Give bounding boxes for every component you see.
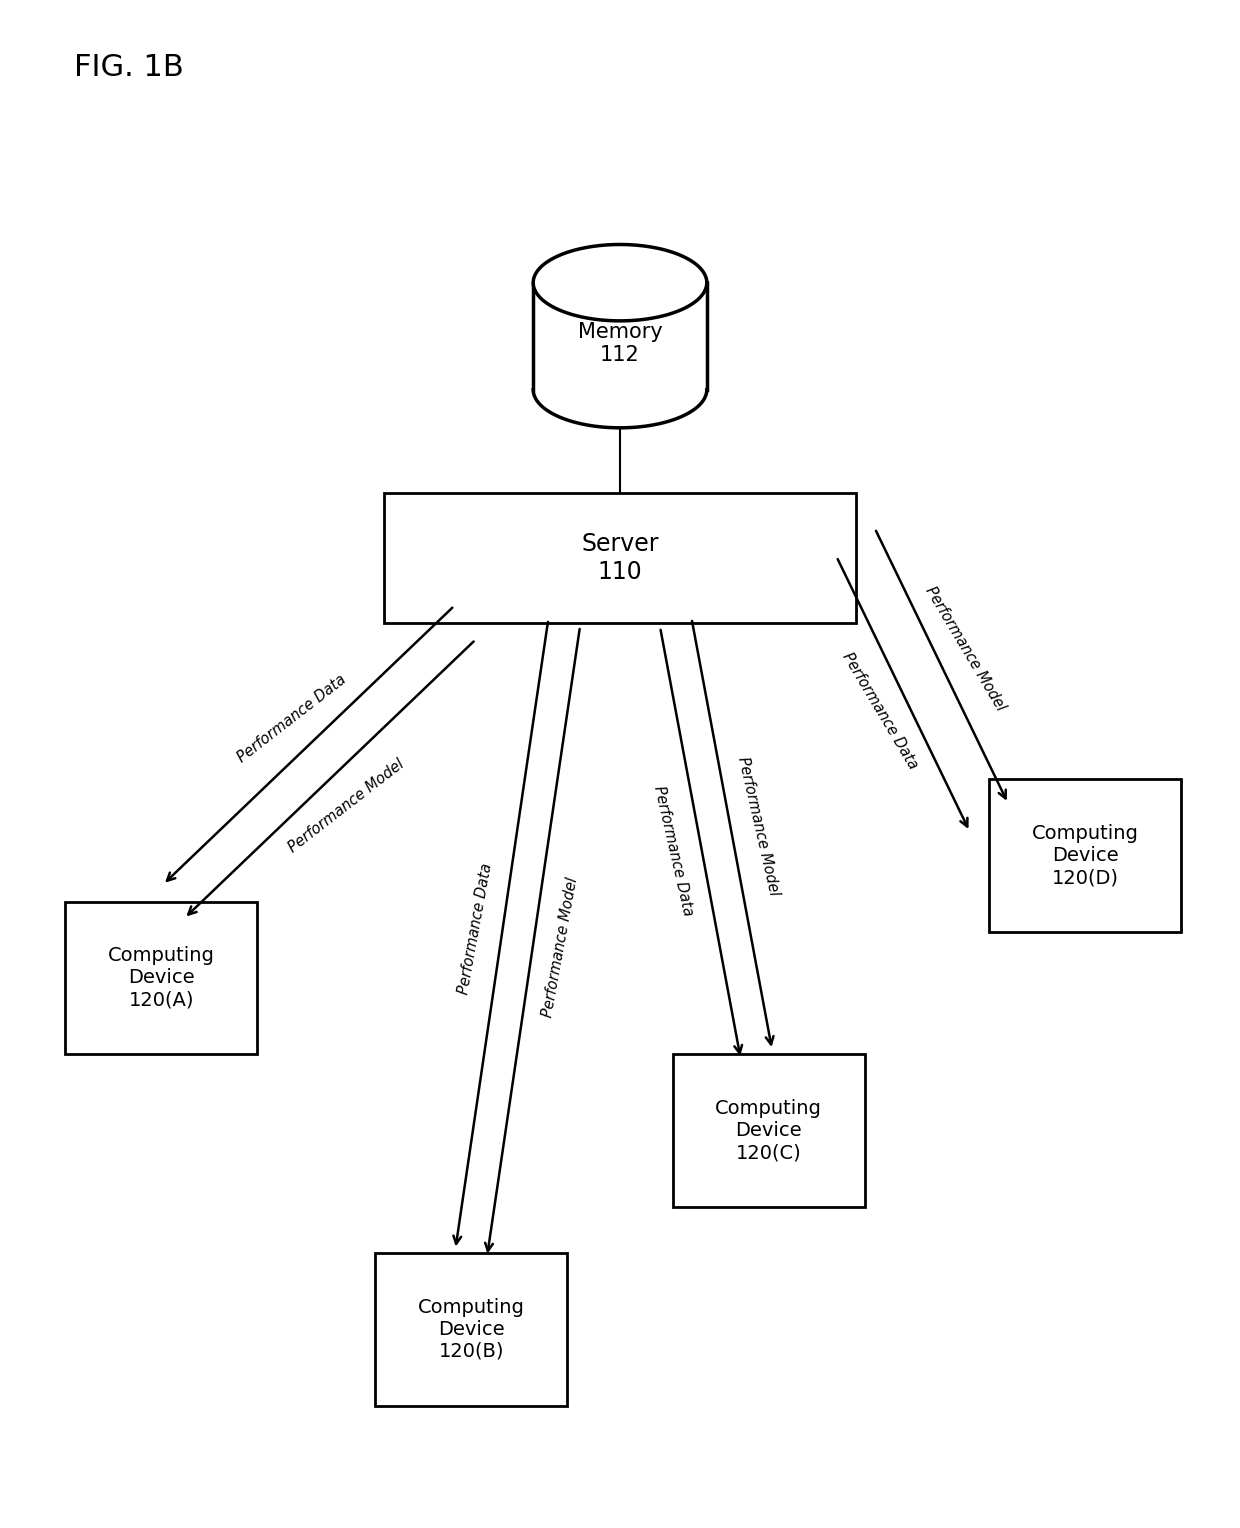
Polygon shape [533, 244, 707, 321]
Bar [990, 779, 1180, 932]
Bar [384, 494, 856, 623]
Text: Computing
Device
120(A): Computing Device 120(A) [108, 946, 215, 1010]
Bar [374, 1253, 567, 1406]
Text: Server
110: Server 110 [582, 532, 658, 584]
Text: Performance Model: Performance Model [923, 584, 1008, 714]
Text: FIG. 1B: FIG. 1B [74, 53, 185, 83]
Text: Computing
Device
120(C): Computing Device 120(C) [715, 1099, 822, 1163]
Text: Performance Data: Performance Data [839, 651, 920, 772]
Text: Computing
Device
120(D): Computing Device 120(D) [1032, 824, 1138, 888]
Bar [66, 902, 258, 1054]
Polygon shape [533, 283, 707, 390]
Text: Computing
Device
120(B): Computing Device 120(B) [418, 1297, 525, 1361]
Text: Memory
112: Memory 112 [578, 322, 662, 365]
Bar [672, 1054, 866, 1207]
Text: Performance Data: Performance Data [234, 672, 350, 766]
Text: Performance Data: Performance Data [456, 862, 495, 995]
Text: Performance Model: Performance Model [735, 755, 781, 897]
Text: Performance Model: Performance Model [286, 756, 408, 856]
Text: Performance Model: Performance Model [541, 876, 580, 1019]
Text: Performance Data: Performance Data [651, 784, 696, 917]
